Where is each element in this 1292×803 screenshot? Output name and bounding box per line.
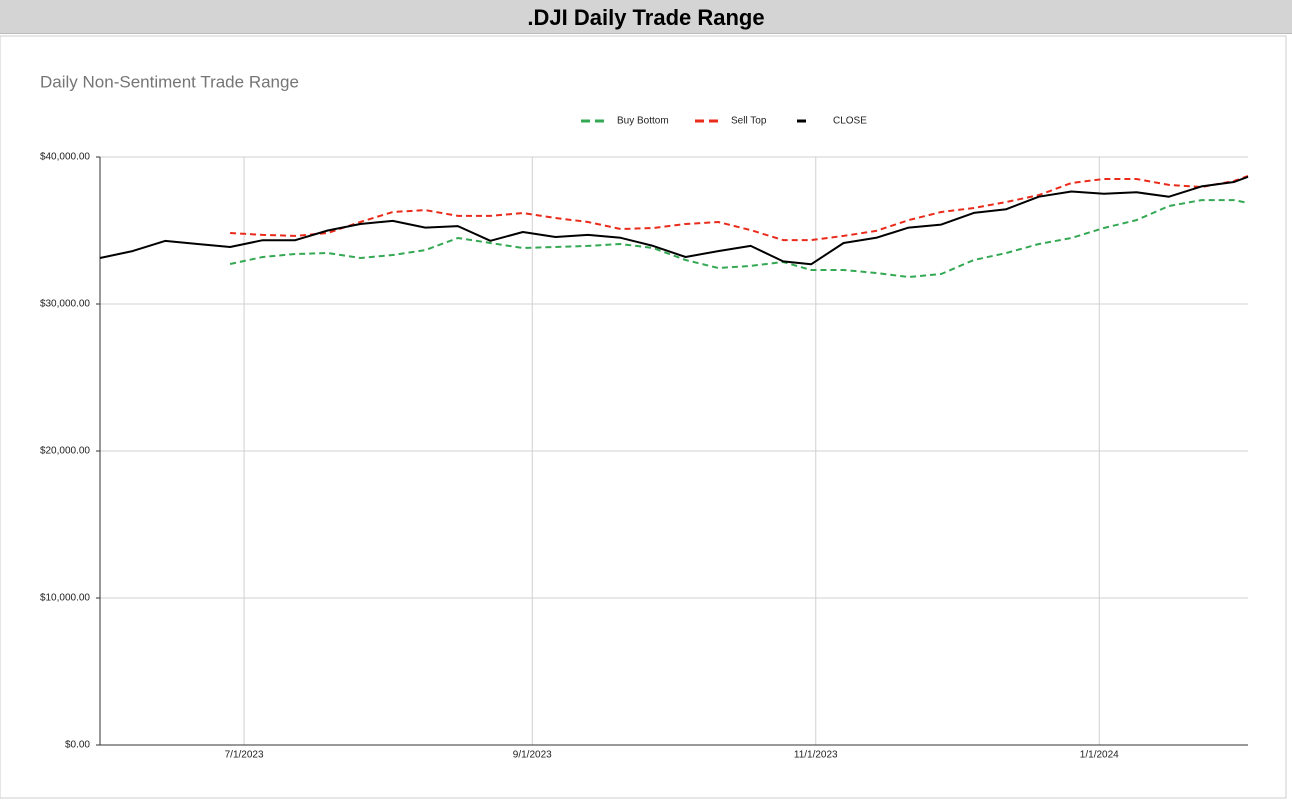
y-tick-label: $20,000.00 — [40, 446, 90, 457]
sheet-title: .DJI Daily Trade Range — [0, 0, 1292, 34]
x-tick-label: 1/1/2024 — [1080, 750, 1119, 761]
chart-frame — [0, 35, 1287, 799]
x-tick-label: 11/1/2023 — [794, 750, 838, 761]
x-tick-label: 7/1/2023 — [225, 750, 264, 761]
legend-label: Buy Bottom — [617, 116, 669, 127]
y-tick-label: $40,000.00 — [40, 152, 90, 163]
x-tick-label: 9/1/2023 — [513, 750, 552, 761]
series-line — [99, 175, 1249, 266]
y-tick-label: $10,000.00 — [40, 593, 90, 604]
legend-label: CLOSE — [833, 116, 867, 127]
chart-title: Daily Non-Sentiment Trade Range — [40, 72, 299, 91]
y-tick-label: $30,000.00 — [40, 299, 90, 310]
series-line — [229, 199, 1249, 278]
y-tick-label: $0.00 — [65, 740, 90, 751]
legend-label: Sell Top — [731, 116, 767, 127]
